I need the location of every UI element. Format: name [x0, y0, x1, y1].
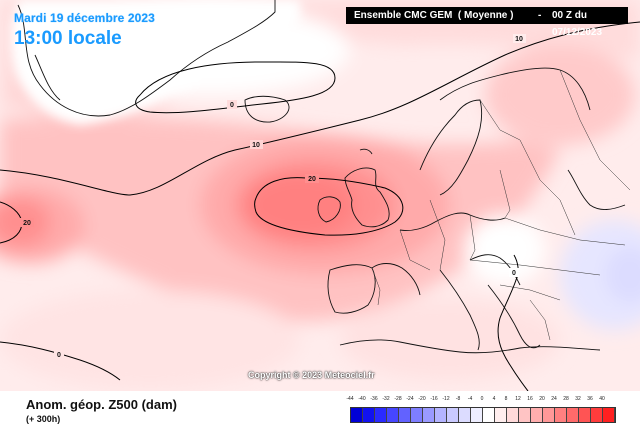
scale-label: -8: [455, 396, 461, 402]
scale-swatch: [459, 408, 471, 422]
scale-swatch: [567, 408, 579, 422]
scale-swatch: [543, 408, 555, 422]
scale-label: -32: [382, 396, 390, 402]
banner-separator: -: [538, 10, 542, 21]
contour-0-north: [135, 61, 336, 114]
contour-10-north: [0, 21, 640, 196]
scale-swatch: [507, 408, 519, 422]
model-run-banner: Ensemble CMC GEM ( Moyenne ) - 00 Z du 0…: [346, 7, 628, 38]
scale-swatch: [447, 408, 459, 422]
scale-label: -36: [370, 396, 378, 402]
scale-label: -16: [430, 396, 438, 402]
scale-label: -40: [358, 396, 366, 402]
scale-label: 20: [539, 396, 545, 402]
scale-swatch: [495, 408, 507, 422]
field-title: Anom. géop. Z500 (dam): [26, 397, 177, 412]
scale-swatch: [363, 408, 375, 422]
coastlines: [17, 0, 626, 354]
scale-swatch: [603, 408, 615, 422]
scale-swatch: [435, 408, 447, 422]
forecast-date: Mardi 19 décembre 2023: [14, 11, 155, 25]
scale-label: -4: [467, 396, 473, 402]
model-label: Ensemble CMC GEM: [354, 10, 453, 21]
contour-label-20-west: 20: [23, 220, 31, 227]
anomaly-map: 10 0 10 20 20 0 0: [0, 0, 640, 391]
scale-swatch: [519, 408, 531, 422]
model-name: Ensemble CMC GEM ( Moyenne ): [354, 7, 513, 24]
scale-label: 36: [587, 396, 593, 402]
color-scale-labels: -44 -40 -36 -32 -28 -24 -20 -16 -12 -8 -4 0 4 8 12 16 20…: [338, 396, 630, 406]
scale-label: 40: [599, 396, 605, 402]
scale-label: 32: [575, 396, 581, 402]
color-scale-bar: [350, 407, 616, 423]
scale-swatch: [351, 408, 363, 422]
contour-label-0-south: 0: [57, 352, 61, 359]
contour-label-10-atlantic: 10: [252, 142, 260, 149]
scale-swatch: [579, 408, 591, 422]
scale-swatch: [591, 408, 603, 422]
greenland-snow: [10, 0, 300, 125]
scale-label: 4: [492, 396, 496, 402]
scale-label: -28: [394, 396, 402, 402]
lead-time: (+ 300h): [26, 414, 61, 424]
scale-label: -20: [418, 396, 426, 402]
scale-swatch: [375, 408, 387, 422]
scale-label: 28: [563, 396, 569, 402]
contour-label-10-ne: 10: [515, 36, 523, 43]
scale-swatch: [423, 408, 435, 422]
scale-swatch: [531, 408, 543, 422]
scale-swatch: [411, 408, 423, 422]
scale-swatch: [399, 408, 411, 422]
scale-swatch: [483, 408, 495, 422]
scale-label: 0: [480, 396, 484, 402]
contour-label-20-center: 20: [308, 176, 316, 183]
copyright-notice: Copyright © 2023 Meteociel.fr: [248, 370, 375, 380]
contour-label-0-east: 0: [512, 270, 516, 277]
contour-value-labels: 10 0 10 20 20 0 0: [20, 34, 526, 359]
scale-label: 12: [515, 396, 521, 402]
model-variant: ( Moyenne ): [457, 10, 514, 21]
scale-label: 16: [527, 396, 533, 402]
scale-label: -24: [406, 396, 414, 402]
scale-swatch: [471, 408, 483, 422]
borders: [371, 69, 631, 341]
scale-swatch: [555, 408, 567, 422]
scale-label: -12: [442, 396, 450, 402]
forecast-time: 13:00 locale: [14, 28, 122, 49]
contour-label-0-north: 0: [230, 102, 234, 109]
model-run-time: 00 Z du 07/12/2023: [552, 10, 603, 38]
scale-label: 8: [504, 396, 508, 402]
scale-label: -44: [346, 396, 354, 402]
scale-swatch: [387, 408, 399, 422]
contour-0-south: [0, 341, 121, 381]
scale-label: 24: [551, 396, 557, 402]
